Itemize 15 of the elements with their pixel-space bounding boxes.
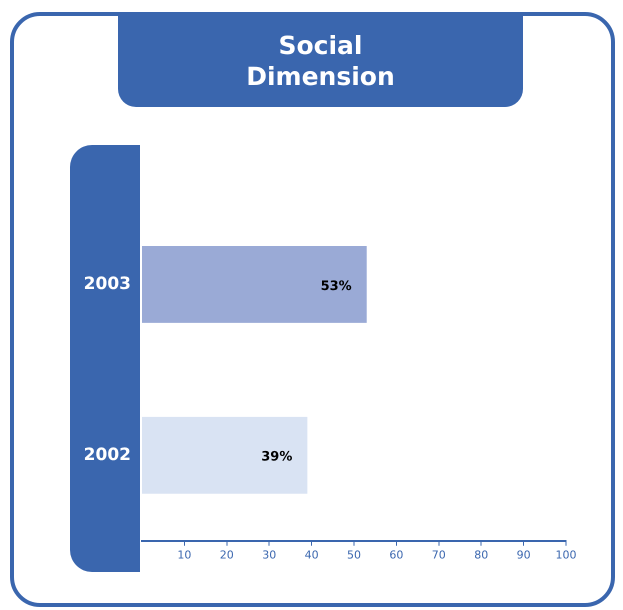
x-tick-label: 100	[556, 548, 576, 562]
chart-title: Social Dimension	[245, 30, 396, 92]
x-tick-label: 80	[474, 548, 488, 562]
data-label: 39%	[261, 450, 292, 465]
x-tick-label: 70	[432, 548, 446, 562]
x-tick-label: 20	[220, 548, 234, 562]
x-tick-label: 30	[262, 548, 276, 562]
x-tick-label: 90	[516, 548, 531, 562]
x-tick-label: 10	[177, 548, 192, 562]
x-tick-label: 60	[389, 548, 404, 562]
y-tick-label: 2003	[84, 274, 132, 294]
x-tick-label: 40	[304, 548, 319, 562]
y-tick-label: 2002	[84, 444, 132, 465]
x-tick-label: 50	[347, 548, 361, 562]
data-label: 53%	[320, 278, 352, 294]
